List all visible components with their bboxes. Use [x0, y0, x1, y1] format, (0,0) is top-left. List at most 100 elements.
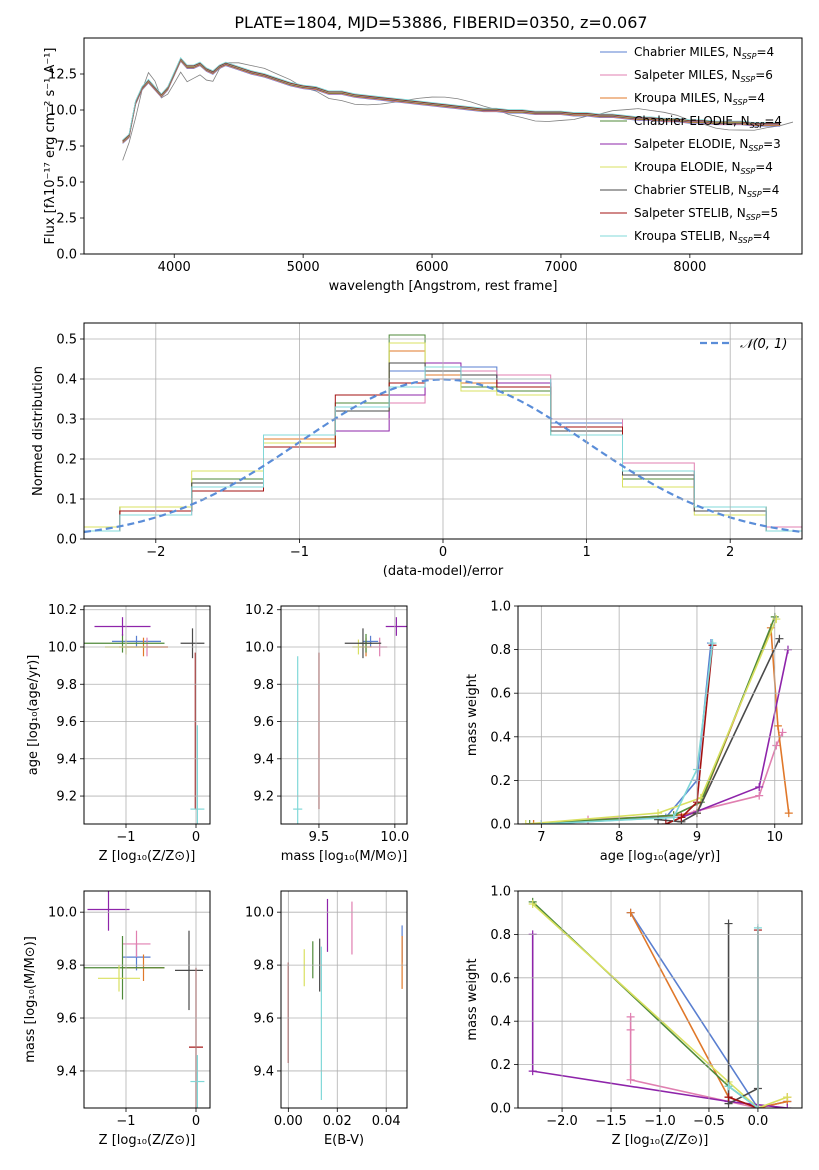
marker-kroupa_miles	[626, 908, 635, 917]
x-tick-label: 0.04	[372, 1114, 401, 1129]
x-tick-label: 9.5	[309, 830, 330, 845]
y-tick-label: 9.4	[56, 1064, 77, 1079]
plot-area	[122, 57, 794, 161]
y-tick-label: 0.2	[490, 774, 511, 789]
x-tick-label: −1.5	[595, 1114, 627, 1129]
chart-mass_vs_Z: −1 0 9.4 9.6 9.8 10.0 Z [log₁₀(Z/Z⊙)] mass [log…	[23, 890, 211, 1148]
legend-label-kroupa_miles: Kroupa MILES, NSSP=4	[634, 91, 765, 107]
model-spectrum-kroupa_stelib	[122, 57, 781, 141]
legend-label-sub: SSP	[742, 52, 757, 61]
y-axis-label: Normed distribution	[31, 366, 46, 496]
legend-label-tail: =4	[753, 229, 771, 243]
x-tick-label: 0.02	[323, 1114, 352, 1129]
line-salpeter_stelib	[665, 645, 714, 824]
legend-label-tail: =4	[762, 183, 780, 197]
y-tick-label: 0.4	[490, 1015, 511, 1030]
axes-frame	[83, 890, 211, 1109]
marker-salpeter_elodie	[783, 1104, 792, 1108]
x-tick-label: 0	[192, 830, 200, 845]
y-tick-label: 9.8	[253, 678, 274, 693]
charts: 4000 5000 6000 7000 80000.02.55.07.510.012.5…	[23, 37, 803, 1148]
plot-area	[293, 617, 407, 824]
chart-age_vs_Z: −1 0 9.2 9.4 9.6 9.8 10.0 10.2 Z [log₁₀(Z/Z⊙)] ag…	[26, 603, 211, 864]
x-tick-label: −0.5	[693, 1114, 725, 1129]
line-kroupa_miles	[533, 627, 790, 824]
y-tick-label: 0.2	[56, 453, 77, 468]
plot-area	[287, 898, 403, 1101]
legend-label-tail: =3	[763, 137, 781, 151]
x-tick-label: −1.0	[644, 1114, 676, 1129]
legend-label-main: Kroupa MILES, N	[634, 91, 733, 105]
x-tick-label: 2	[726, 545, 734, 560]
x-tick-label: 8	[615, 830, 623, 845]
marker-kroupa_elodie	[521, 820, 530, 824]
axes-frame	[83, 322, 803, 540]
chart-age_vs_mass: 9.5 10.0 9.2 9.4 9.6 9.8 10.0 10.2 mass [log₁₀(M…	[245, 603, 409, 864]
legend-label-main: Chabrier MILES, N	[634, 45, 742, 59]
marker-salpeter_miles	[626, 1012, 635, 1021]
line-kroupa_stelib	[728, 927, 759, 1108]
marker-kroupa_elodie	[772, 615, 781, 624]
x-axis-label: age [log₁₀(age/yr)]	[600, 849, 721, 864]
legend-label-main: Chabrier STELIB, N	[634, 183, 747, 197]
x-tick-label: 10	[766, 830, 783, 845]
line-chabrier_elodie	[529, 616, 776, 824]
x-tick-label: 9	[693, 830, 701, 845]
y-tick-label: 9.6	[253, 715, 274, 730]
legend-label-kroupa_elodie: Kroupa ELODIE, NSSP=4	[634, 160, 773, 176]
y-axis-label: Flux [fλ10⁻¹⁷ erg cm⁻² s⁻¹ A⁻¹]	[43, 48, 58, 245]
marker-chabrier_elodie	[525, 820, 534, 824]
marker-chabrier_stelib	[654, 815, 663, 824]
axes-frame	[517, 890, 803, 1109]
y-tick-label: 0.1	[56, 493, 77, 508]
chart-massweight_vs_Z: −2.0 −1.5 −1.0 −0.5 0.0 0.0 0.2 0.4 0.6 0.8 1.0 Z […	[465, 885, 803, 1148]
y-tick-label: 0.5	[56, 333, 77, 348]
y-tick-label: 5.0	[56, 176, 77, 191]
legend-label-chabrier_elodie: Chabrier ELODIE, NSSP=4	[634, 114, 782, 130]
x-tick-label: −2.0	[546, 1114, 578, 1129]
y-tick-label: 10.0	[48, 640, 77, 655]
y-tick-label: 0.0	[490, 818, 511, 833]
x-tick-label: 0.0	[748, 1114, 769, 1129]
chart-massweight_vs_age: 7 8 9 10 0.0 0.2 0.4 0.6 0.8 1.0 age [log₁₀(age/yr…	[465, 600, 803, 864]
y-tick-label: 2.5	[56, 212, 77, 227]
x-tick-label: 4000	[158, 260, 191, 275]
x-axis-label: (data-model)/error	[383, 564, 504, 579]
marker-salpeter_elodie	[528, 1067, 537, 1076]
y-tick-label: 9.6	[56, 715, 77, 730]
y-tick-label: 1.0	[490, 600, 511, 615]
x-tick-label: 5000	[287, 260, 320, 275]
y-tick-label: 10.0	[48, 906, 77, 921]
x-axis-label: Z [log₁₀(Z/Z⊙)]	[612, 1133, 709, 1148]
y-tick-label: 9.6	[253, 1012, 274, 1027]
legend-label-tail: =4	[756, 45, 774, 59]
marker-salpeter_stelib	[661, 820, 670, 824]
legend-label-tail: =4	[764, 114, 782, 128]
plot-area	[84, 891, 205, 1108]
legend-label-sub: SSP	[746, 213, 761, 222]
legend-label-salpeter_miles: Salpeter MILES, NSSP=6	[634, 68, 773, 84]
legend-label-gaussian: 𝒩(0, 1)	[740, 337, 787, 352]
legend-label-chabrier_stelib: Chabrier STELIB, NSSP=4	[634, 183, 779, 199]
x-tick-label: 8000	[673, 260, 706, 275]
line-chabrier_stelib	[727, 923, 759, 1108]
axes-frame	[83, 605, 211, 825]
legend-label-main: Chabrier ELODIE, N	[634, 114, 750, 128]
legend-label-salpeter_stelib: Salpeter STELIB, NSSP=5	[634, 206, 778, 222]
y-axis-label: mass weight	[465, 674, 480, 756]
x-tick-label: 0	[192, 1114, 200, 1129]
y-axis-label: age [log₁₀(age/yr)]	[26, 655, 41, 776]
legend-label-sub: SSP	[748, 144, 763, 153]
legend-label-tail: =6	[755, 68, 773, 82]
plot-area	[84, 617, 205, 824]
marker-kroupa_elodie	[528, 900, 537, 909]
hist-kroupa_stelib	[84, 366, 802, 532]
plot-area	[521, 612, 793, 824]
chart-mass_vs_EBV: 0.00 0.02 0.04 9.4 9.6 9.8 10.0 E(B-V)	[245, 890, 408, 1148]
y-axis-label: mass weight	[465, 958, 480, 1040]
x-tick-label: −1	[116, 830, 135, 845]
y-tick-label: 12.5	[48, 68, 77, 83]
y-tick-label: 10.0	[48, 104, 77, 119]
x-tick-label: 10.0	[380, 830, 409, 845]
